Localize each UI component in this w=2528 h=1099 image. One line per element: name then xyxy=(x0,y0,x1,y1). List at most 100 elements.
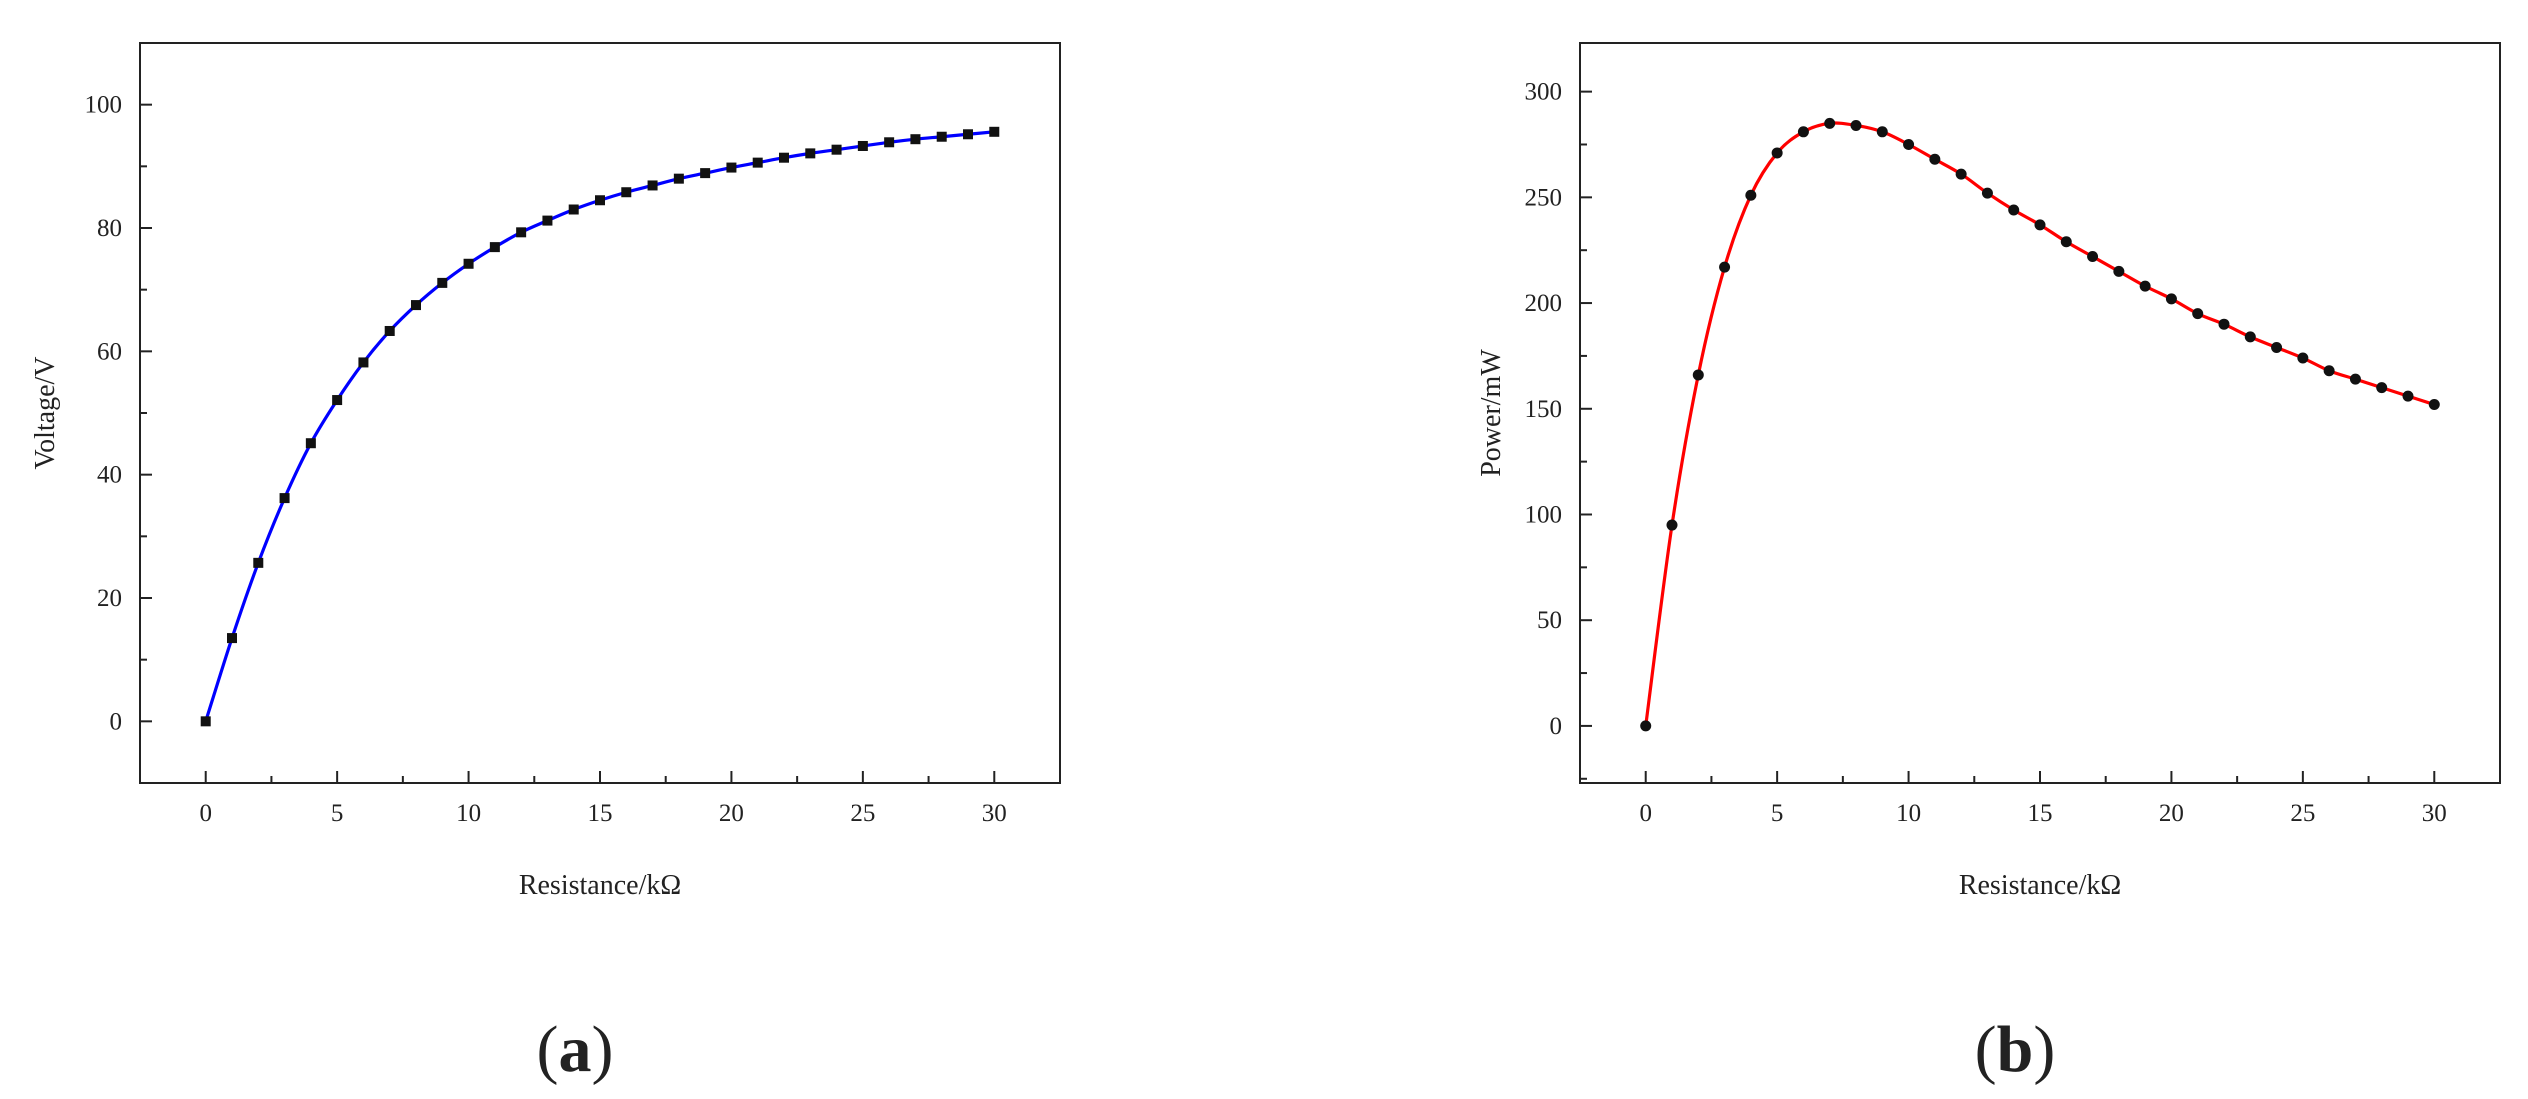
x-tick-label: 20 xyxy=(719,800,744,827)
data-point xyxy=(700,168,711,179)
data-point xyxy=(305,438,316,449)
data-point xyxy=(2192,308,2204,320)
x-tick-label: 5 xyxy=(1771,800,1784,827)
series-line xyxy=(1644,121,2435,727)
data-point xyxy=(1745,189,1757,201)
data-point xyxy=(1981,187,1993,199)
y-axis-ticks: 0 50 100 150 200 250 300 xyxy=(1525,79,1592,780)
data-point xyxy=(542,215,553,226)
data-point xyxy=(1955,168,1967,180)
data-point xyxy=(489,242,500,253)
data-point xyxy=(2113,265,2125,277)
y-tick-label: 250 xyxy=(1525,184,1563,211)
x-tick-label: 0 xyxy=(199,800,212,827)
data-point xyxy=(279,493,290,504)
data-point xyxy=(1640,720,1652,732)
data-point xyxy=(2060,236,2072,248)
y-axis-ticks: 0 20 40 60 80 100 xyxy=(85,92,152,735)
y-tick-label: 100 xyxy=(1525,501,1563,528)
data-point xyxy=(1771,147,1783,159)
x-tick-label: 30 xyxy=(2422,800,2447,827)
y-tick-label: 0 xyxy=(110,708,123,735)
plot-frame xyxy=(139,42,1061,784)
data-point xyxy=(831,144,842,155)
data-point xyxy=(411,300,421,311)
chart-panel-b: 0 50 100 150 200 250 300 0 5 10 15 20 25 30 Resistan… xyxy=(1476,42,2501,1086)
data-point xyxy=(2376,382,2388,394)
x-axis-label: Resistance/kΩ xyxy=(519,870,681,901)
series-group xyxy=(1640,117,2440,732)
y-tick-label: 60 xyxy=(97,338,122,365)
plot-frame xyxy=(1579,42,2501,784)
data-point xyxy=(1797,126,1809,138)
data-point xyxy=(2271,341,2283,353)
data-point xyxy=(463,258,474,269)
data-point xyxy=(2034,219,2046,231)
y-tick-label: 50 xyxy=(1537,607,1562,634)
data-point xyxy=(1903,138,1915,150)
x-axis-ticks: 0 5 10 15 20 25 30 xyxy=(1639,771,2447,827)
x-tick-label: 0 xyxy=(1639,800,1652,827)
data-point xyxy=(1692,369,1704,381)
data-point xyxy=(2218,318,2230,330)
y-tick-label: 20 xyxy=(97,585,122,612)
y-tick-label: 40 xyxy=(97,462,122,489)
x-tick-label: 30 xyxy=(982,800,1007,827)
data-point xyxy=(963,129,973,140)
y-tick-label: 300 xyxy=(1525,79,1563,106)
data-point xyxy=(1929,153,1941,165)
x-axis-label: Resistance/kΩ xyxy=(1959,870,2121,901)
y-tick-label: 0 xyxy=(1550,713,1563,740)
data-point xyxy=(2428,399,2440,411)
data-point xyxy=(673,173,684,184)
x-tick-label: 15 xyxy=(588,800,613,827)
x-tick-label: 25 xyxy=(2290,800,2315,827)
x-tick-label: 10 xyxy=(1896,800,1921,827)
data-point xyxy=(1666,519,1678,531)
data-point xyxy=(989,126,1000,137)
data-point xyxy=(752,157,763,168)
data-point xyxy=(227,633,237,644)
x-tick-label: 25 xyxy=(850,800,875,827)
data-point xyxy=(1824,117,1836,129)
data-point xyxy=(200,716,211,727)
data-point xyxy=(1850,119,1862,131)
x-tick-label: 20 xyxy=(2159,800,2184,827)
data-point xyxy=(884,137,895,148)
data-point xyxy=(726,162,737,173)
data-point xyxy=(910,134,921,145)
panel-label-b: (b) xyxy=(1975,1013,2056,1086)
series-group xyxy=(200,126,1000,727)
x-tick-label: 5 xyxy=(331,800,344,827)
y-tick-label: 100 xyxy=(85,92,123,119)
series-line xyxy=(204,130,995,722)
data-point xyxy=(332,395,343,406)
data-point xyxy=(384,325,395,336)
y-tick-label: 80 xyxy=(97,215,122,242)
data-point xyxy=(437,277,448,288)
y-axis-label: Power/mW xyxy=(1476,349,1507,477)
data-point xyxy=(936,131,947,142)
data-point xyxy=(253,557,264,568)
data-point xyxy=(779,152,789,163)
data-point xyxy=(2244,331,2256,343)
data-point xyxy=(2008,204,2020,216)
data-point xyxy=(857,140,868,151)
data-point xyxy=(1719,261,1731,273)
data-point xyxy=(2139,280,2151,292)
data-point xyxy=(2165,293,2177,305)
data-point xyxy=(516,227,527,238)
data-point xyxy=(2323,365,2335,377)
panel-label-a: (a) xyxy=(537,1013,614,1086)
data-point xyxy=(2349,373,2361,385)
data-point xyxy=(595,195,605,206)
data-point xyxy=(2087,251,2099,263)
y-tick-label: 150 xyxy=(1525,396,1563,423)
data-point xyxy=(2402,390,2414,402)
data-point xyxy=(2297,352,2309,364)
data-point xyxy=(358,357,369,368)
data-point xyxy=(805,148,816,159)
data-point xyxy=(621,187,632,198)
